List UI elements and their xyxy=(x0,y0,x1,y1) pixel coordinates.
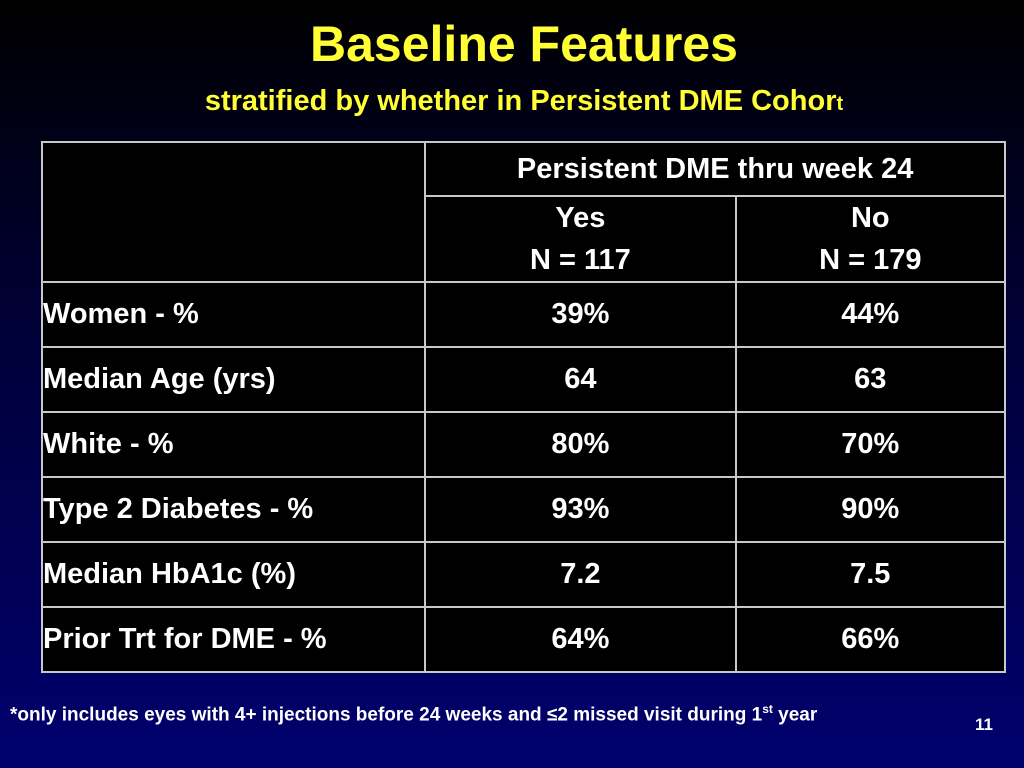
table-row: Type 2 Diabetes - % 93% 90% xyxy=(40,476,1007,543)
footnote-superscript: st xyxy=(762,702,773,716)
column-header-no: No N = 179 xyxy=(734,195,1007,283)
cell-no: 44% xyxy=(734,281,1007,348)
row-label: White - % xyxy=(40,411,427,478)
cell-no: 7.5 xyxy=(734,541,1007,608)
empty-header-cell xyxy=(40,141,427,283)
cell-yes: 93% xyxy=(424,476,737,543)
cell-yes: 39% xyxy=(424,281,737,348)
cell-no: 66% xyxy=(734,606,1007,673)
column-n-no: N = 179 xyxy=(819,244,922,276)
table-row: Women - % 39% 44% xyxy=(40,281,1007,348)
footnote: *only includes eyes with 4+ injections b… xyxy=(10,702,817,726)
footnote-text: *only includes eyes with 4+ injections b… xyxy=(10,704,763,726)
footnote-text-end: year xyxy=(772,704,818,726)
cell-no: 70% xyxy=(734,411,1007,478)
column-label-no: No xyxy=(850,202,890,234)
table-row: Median HbA1c (%) 7.2 7.5 xyxy=(40,541,1007,608)
row-label: Median Age (yrs) xyxy=(40,346,427,413)
table-header-row: Persistent DME thru week 24 xyxy=(40,141,1006,283)
row-label: Median HbA1c (%) xyxy=(40,541,427,608)
table-row: Prior Trt for DME - % 64% 66% xyxy=(40,606,1007,673)
page-number: 11 xyxy=(975,715,993,734)
group-header: Persistent DME thru week 24 xyxy=(424,141,1006,197)
row-label: Type 2 Diabetes - % xyxy=(40,476,427,543)
row-label: Women - % xyxy=(40,281,427,348)
column-header-yes: Yes N = 117 xyxy=(424,195,737,283)
row-label: Prior Trt for DME - % xyxy=(40,606,427,673)
column-n-yes: N = 117 xyxy=(530,244,631,276)
cell-yes: 7.2 xyxy=(424,541,737,608)
slide-subtitle: stratified by whether in Persistent DME … xyxy=(0,83,1024,122)
column-label-yes: Yes xyxy=(555,202,606,234)
subtitle-tail: t xyxy=(836,93,844,115)
baseline-features-table: Persistent DME thru week 24 Yes N = 117 … xyxy=(40,141,1007,673)
cell-yes: 80% xyxy=(424,411,737,478)
cell-yes: 64% xyxy=(424,606,737,673)
slide-title: Baseline Features xyxy=(310,16,738,72)
table-row: Median Age (yrs) 64 63 xyxy=(40,346,1007,413)
table-subheader-row: Yes N = 117 No N = 179 xyxy=(42,195,1007,283)
cell-yes: 64 xyxy=(424,346,737,413)
cell-no: 90% xyxy=(734,476,1007,543)
table-row: White - % 80% 70% xyxy=(40,411,1007,478)
cell-no: 63 xyxy=(734,346,1007,413)
subtitle-main: stratified by whether in Persistent DME … xyxy=(204,85,837,117)
